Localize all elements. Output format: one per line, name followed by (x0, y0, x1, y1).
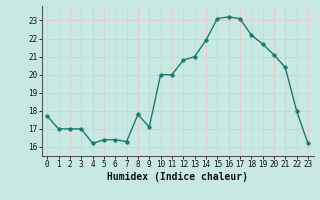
X-axis label: Humidex (Indice chaleur): Humidex (Indice chaleur) (107, 172, 248, 182)
